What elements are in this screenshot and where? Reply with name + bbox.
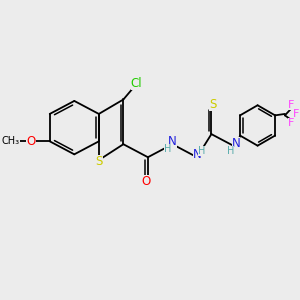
Text: F: F (293, 109, 300, 119)
Text: N: N (168, 135, 177, 148)
Text: F: F (288, 118, 295, 128)
Text: CH₃: CH₃ (2, 136, 20, 146)
Text: O: O (26, 135, 36, 148)
Text: H: H (227, 146, 234, 156)
Text: N: N (232, 137, 240, 150)
Text: H: H (164, 144, 171, 154)
Text: S: S (95, 155, 103, 168)
Text: S: S (209, 98, 217, 111)
Text: N: N (193, 148, 201, 161)
Text: Cl: Cl (130, 77, 142, 90)
Text: H: H (199, 146, 206, 156)
Text: O: O (142, 175, 151, 188)
Text: F: F (288, 100, 295, 110)
